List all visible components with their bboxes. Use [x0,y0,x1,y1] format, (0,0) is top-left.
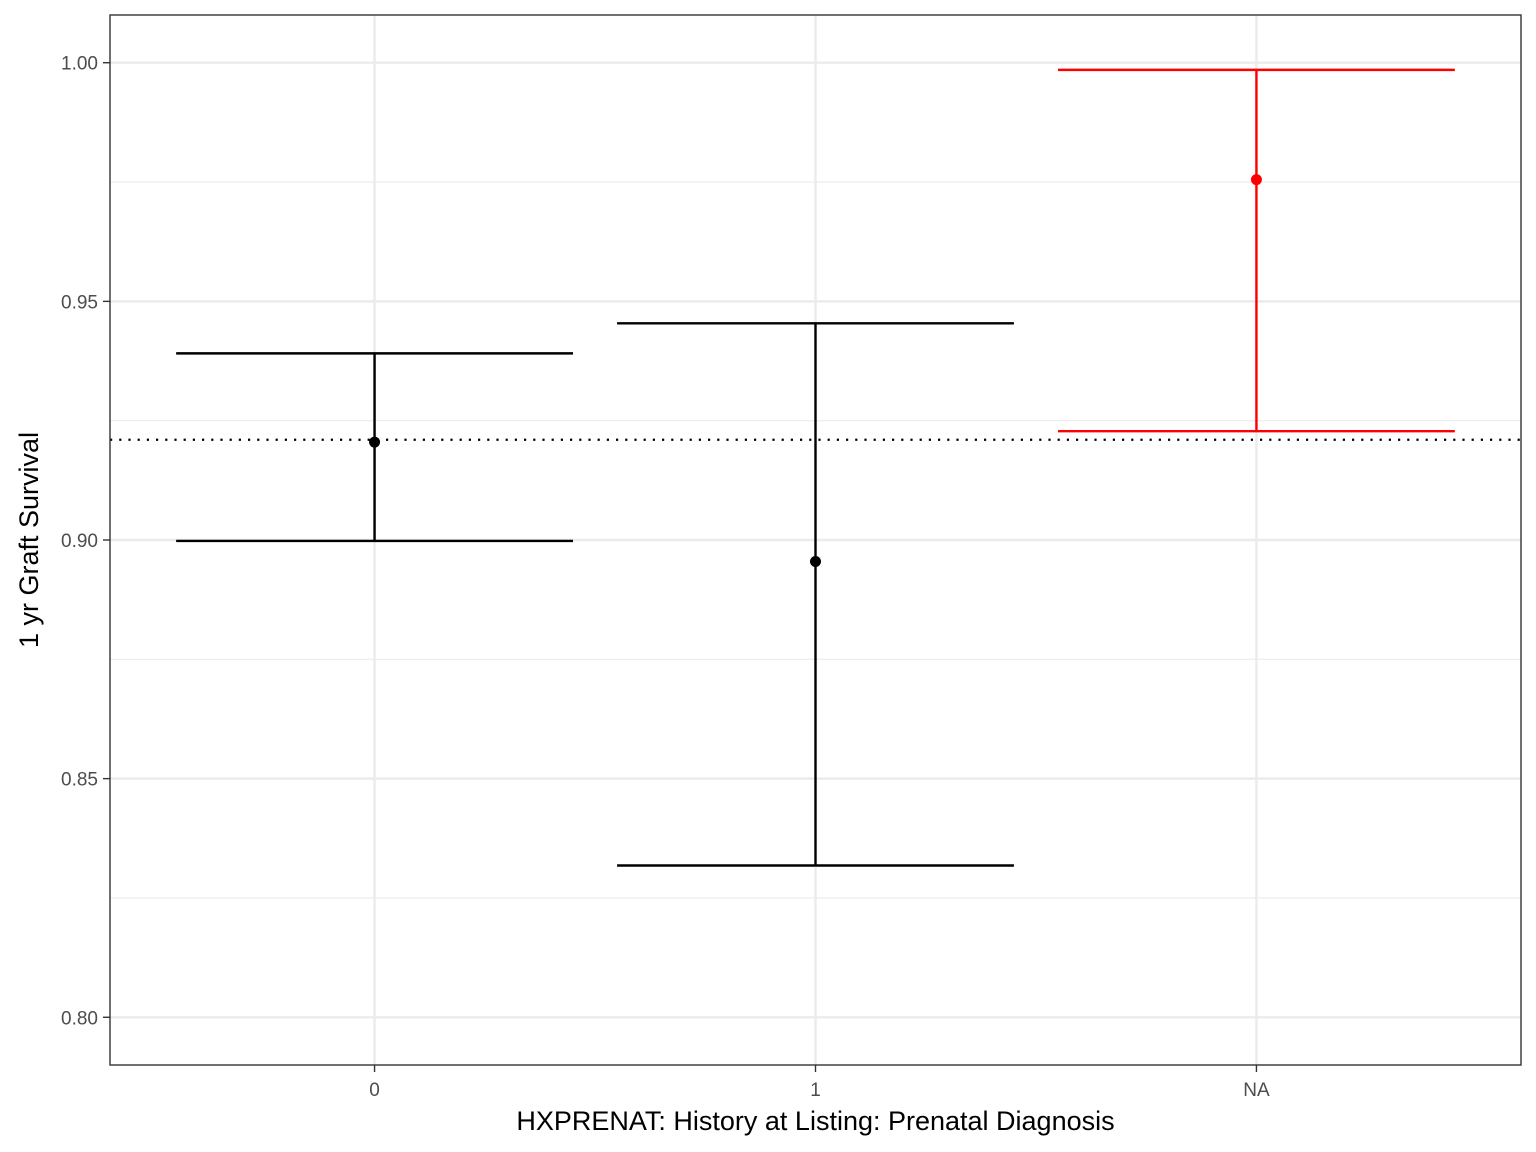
x-axis-ticks: 0 1 NA [369,1065,1270,1101]
y-axis-ticks: 0.80 0.85 0.90 0.95 1.00 [61,54,110,1029]
point-estimate [369,436,381,448]
point-estimate [810,555,821,567]
y-tick-label: 0.95 [61,292,98,313]
x-axis-title: HXPRENAT: History at Listing: Prenatal D… [516,1106,1114,1136]
y-tick-label: 0.90 [61,531,98,552]
y-axis-title: 1 yr Graft Survival [14,432,44,648]
y-tick-label: 0.80 [61,1008,98,1029]
x-tick-label: NA [1243,1080,1270,1101]
point-estimate [1250,174,1262,186]
x-tick-label: 1 [810,1080,821,1101]
y-tick-label: 0.85 [61,770,98,791]
y-tick-label: 1.00 [61,54,98,75]
chart-marks [176,68,1455,867]
x-tick-label: 0 [369,1080,380,1101]
